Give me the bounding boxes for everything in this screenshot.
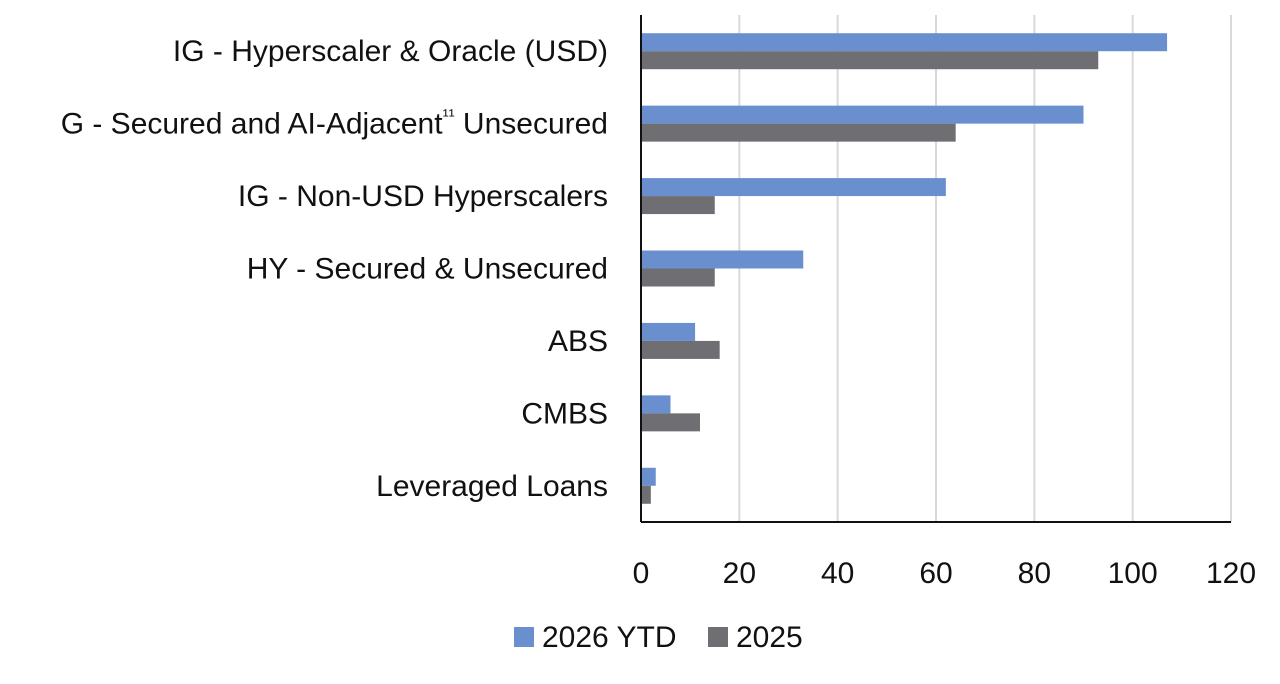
bar-series1 bbox=[641, 467, 656, 486]
x-tick-label: 100 bbox=[1108, 557, 1158, 590]
category-label: IG - Hyperscaler & Oracle (USD) bbox=[173, 35, 608, 68]
x-tick-label: 0 bbox=[633, 557, 650, 590]
legend: 2026 YTD 2025 bbox=[514, 621, 803, 654]
bars bbox=[641, 33, 1168, 504]
category-label: CMBS bbox=[521, 397, 608, 430]
gridlines bbox=[738, 15, 1232, 522]
bar-series2 bbox=[641, 268, 715, 287]
category-label: ABS bbox=[548, 325, 608, 358]
legend-label: 2026 YTD bbox=[542, 621, 677, 654]
bar-series1 bbox=[641, 250, 804, 269]
x-tick-label: 80 bbox=[1018, 557, 1051, 590]
category-label: Leveraged Loans bbox=[376, 470, 608, 503]
legend-swatch bbox=[708, 627, 728, 647]
x-tick-label: 20 bbox=[723, 557, 756, 590]
x-tick-labels: 0 20 40 60 80 100 120 bbox=[633, 557, 1256, 590]
category-label: IG - Non-USD Hyperscalers bbox=[238, 180, 608, 213]
legend-swatch bbox=[514, 627, 534, 647]
x-tick-label: 120 bbox=[1206, 557, 1256, 590]
legend-label: 2025 bbox=[736, 621, 803, 654]
bar-series1 bbox=[641, 178, 946, 197]
bar-series2 bbox=[641, 485, 651, 504]
x-tick-label: 40 bbox=[821, 557, 854, 590]
bar-series1 bbox=[641, 105, 1084, 124]
axes bbox=[640, 15, 1231, 523]
category-label: HY - Secured & Unsecured bbox=[247, 253, 608, 286]
bar-series1 bbox=[641, 322, 696, 341]
category-labels: IG - Hyperscaler & Oracle (USD) G - Secur… bbox=[61, 35, 608, 503]
bar-series2 bbox=[641, 123, 956, 142]
bar-series2 bbox=[641, 51, 1099, 70]
x-tick-label: 60 bbox=[919, 557, 952, 590]
bar-series2 bbox=[641, 413, 700, 432]
bar-series2 bbox=[641, 340, 720, 359]
bar-series1 bbox=[641, 395, 671, 414]
bar-series1 bbox=[641, 33, 1168, 52]
bar-series2 bbox=[641, 196, 715, 215]
category-label: G - Secured and AI-Adjacent¹¹ Unsecured bbox=[61, 106, 608, 141]
